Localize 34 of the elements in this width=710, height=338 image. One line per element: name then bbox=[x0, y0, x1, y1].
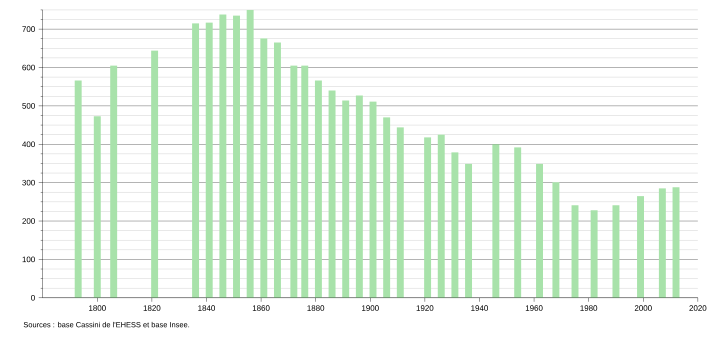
bar bbox=[492, 144, 500, 298]
bar bbox=[110, 66, 118, 298]
bar bbox=[637, 196, 644, 298]
bar bbox=[672, 188, 680, 298]
bar bbox=[552, 182, 560, 298]
bar bbox=[233, 16, 240, 298]
bar bbox=[342, 100, 350, 298]
bar bbox=[612, 206, 620, 298]
bar bbox=[356, 96, 363, 298]
bar bbox=[572, 206, 578, 298]
bar bbox=[438, 134, 445, 298]
bar bbox=[451, 152, 458, 298]
bar bbox=[94, 116, 101, 298]
bar bbox=[328, 90, 336, 298]
bar bbox=[590, 210, 598, 298]
bar bbox=[536, 164, 543, 298]
bar bbox=[151, 50, 158, 298]
bar bbox=[424, 138, 432, 298]
bar bbox=[383, 118, 390, 298]
bar bbox=[314, 80, 322, 298]
bar bbox=[396, 128, 404, 298]
bar bbox=[74, 80, 82, 298]
bar bbox=[465, 164, 472, 298]
bar bbox=[514, 148, 522, 298]
bar bbox=[260, 38, 268, 298]
bar bbox=[658, 188, 666, 298]
bar bbox=[192, 24, 200, 298]
bar bbox=[274, 42, 281, 298]
bar bbox=[206, 22, 213, 298]
bar bbox=[301, 66, 308, 298]
bar bbox=[246, 10, 254, 298]
bar bbox=[290, 66, 298, 298]
bar bbox=[219, 14, 226, 298]
bar bbox=[370, 102, 376, 298]
